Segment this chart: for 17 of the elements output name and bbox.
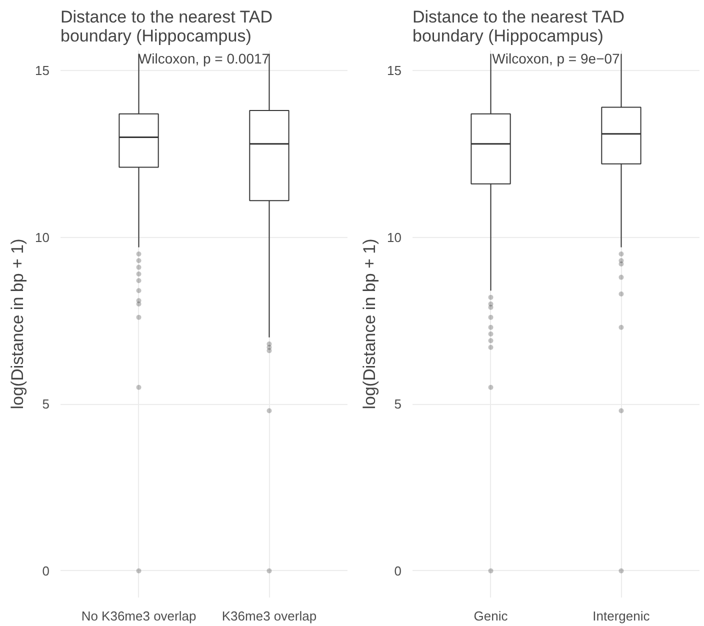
x-tick-label: No K36me3 overlap [81, 608, 196, 624]
annotation: Wilcoxon, p = 9e−07 [492, 50, 620, 66]
y-tick-label: 5 [394, 396, 402, 412]
y-tick-label: 5 [42, 396, 50, 412]
y-axis-title: log(Distance in bp + 1) [360, 238, 380, 410]
y-tick-label: 10 [35, 230, 50, 245]
y-tick-label: 0 [394, 563, 402, 578]
x-tick-label: Intergenic [592, 608, 650, 624]
chart-title: Distance to the nearest TAD boundary (Hippocampus) [60, 8, 272, 46]
x-tick-label: K36me3 overlap [222, 608, 317, 624]
y-tick-label: 15 [387, 63, 402, 78]
x-tick-label: Genic [474, 608, 508, 624]
chart-title: Distance to the nearest TAD boundary (Hippocampus) [412, 8, 624, 46]
y-tick-label: 10 [387, 230, 402, 245]
y-tick-label: 0 [42, 563, 50, 578]
y-tick-label: 15 [35, 63, 50, 78]
y-axis-title: log(Distance in bp + 1) [8, 238, 28, 410]
